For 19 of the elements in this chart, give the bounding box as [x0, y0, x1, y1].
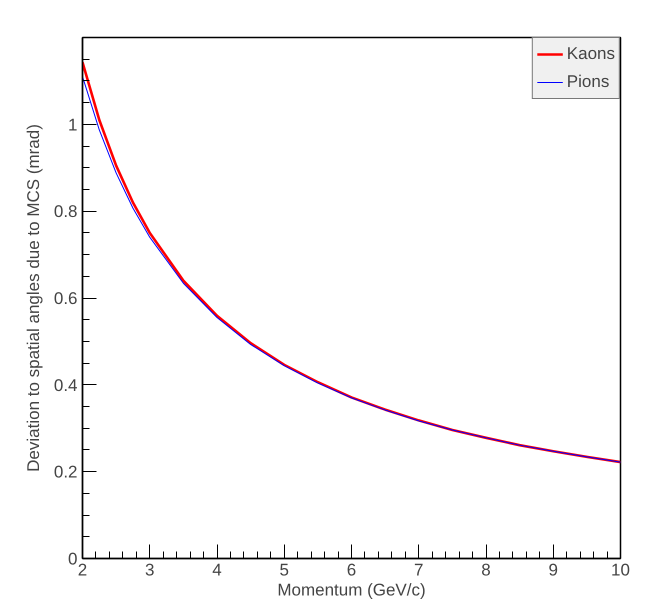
y-axis-title: Deviation to spatial angles due to MCS (mrad): [24, 124, 43, 472]
x-axis-title: Momentum (GeV/c): [277, 580, 426, 600]
x-tick-label: 2: [78, 560, 88, 580]
x-tick-label: 8: [481, 560, 491, 580]
y-tick-label: 1: [68, 115, 78, 134]
y-tick-label: 0.4: [54, 376, 78, 395]
x-tick-label: 7: [414, 560, 424, 580]
y-tick-label: 0.8: [54, 202, 78, 222]
x-tick-label: 6: [346, 560, 356, 580]
x-tick-label: 5: [280, 560, 289, 580]
y-tick-label: 0.6: [54, 289, 78, 308]
x-tick-label: 4: [212, 560, 222, 580]
y-tick-label: 0.2: [54, 462, 78, 482]
legend-label: Kaons: [566, 44, 615, 64]
x-tick-label: 10: [611, 560, 630, 580]
y-tick-label: 0: [68, 550, 78, 568]
x-tick-label: 3: [145, 560, 154, 580]
legend-label: Pions: [566, 72, 610, 92]
x-tick-label: 9: [548, 560, 558, 580]
